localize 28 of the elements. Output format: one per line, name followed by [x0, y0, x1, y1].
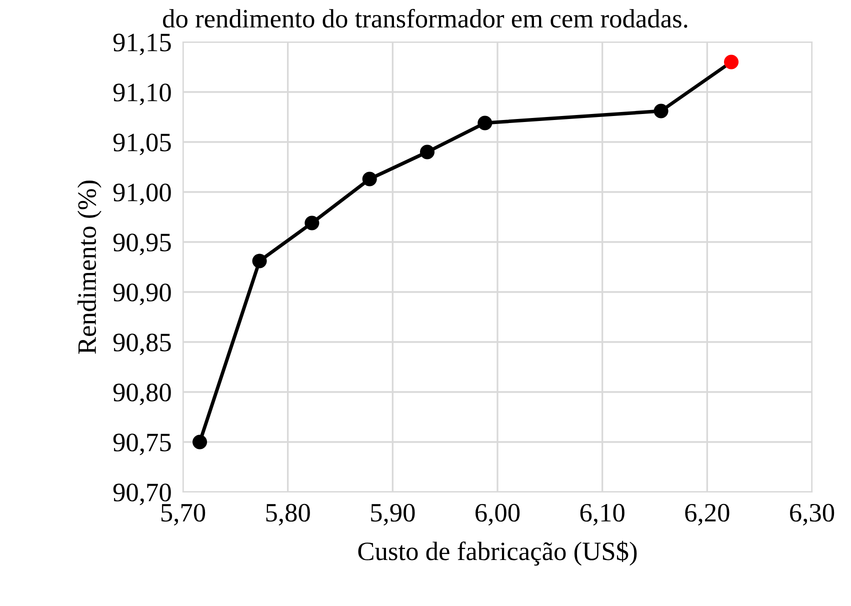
y-tick-label: 91,05	[113, 134, 171, 156]
y-tick-label: 90,90	[113, 284, 171, 306]
x-tick-label: 6,00	[476, 504, 520, 526]
x-tick-label: 6,30	[790, 504, 834, 526]
x-tick-label: 6,10	[580, 504, 624, 526]
point	[478, 116, 492, 130]
y-tick-label: 90,85	[113, 334, 171, 356]
point	[654, 104, 668, 118]
point	[362, 172, 377, 186]
y-tick-label: 90,80	[113, 384, 171, 406]
point	[192, 434, 208, 450]
y-axis-title: Rendimento (%)	[77, 180, 102, 354]
point	[304, 216, 320, 230]
y-tick-label: 91,00	[113, 184, 171, 206]
y-tick-label: 91,15	[113, 34, 171, 56]
y-tick-label: 91,10	[113, 84, 171, 106]
x-tick-label: 5,90	[371, 504, 415, 526]
y-tick-label: 90,95	[113, 234, 171, 256]
x-tick-label: 5,80	[266, 504, 310, 526]
x-axis-title: Custo de fabricação (US$)	[358, 540, 637, 566]
point	[724, 54, 739, 70]
chart-title: do rendimento do transformador em cem rodadas.	[163, 8, 688, 28]
point	[252, 254, 267, 268]
x-tick-label: 5,70	[161, 504, 206, 526]
point	[420, 144, 435, 160]
x-tick-label: 6,20	[685, 504, 730, 526]
y-tick-label: 90,75	[113, 434, 171, 456]
y-tick-label: 90,70	[113, 484, 171, 506]
